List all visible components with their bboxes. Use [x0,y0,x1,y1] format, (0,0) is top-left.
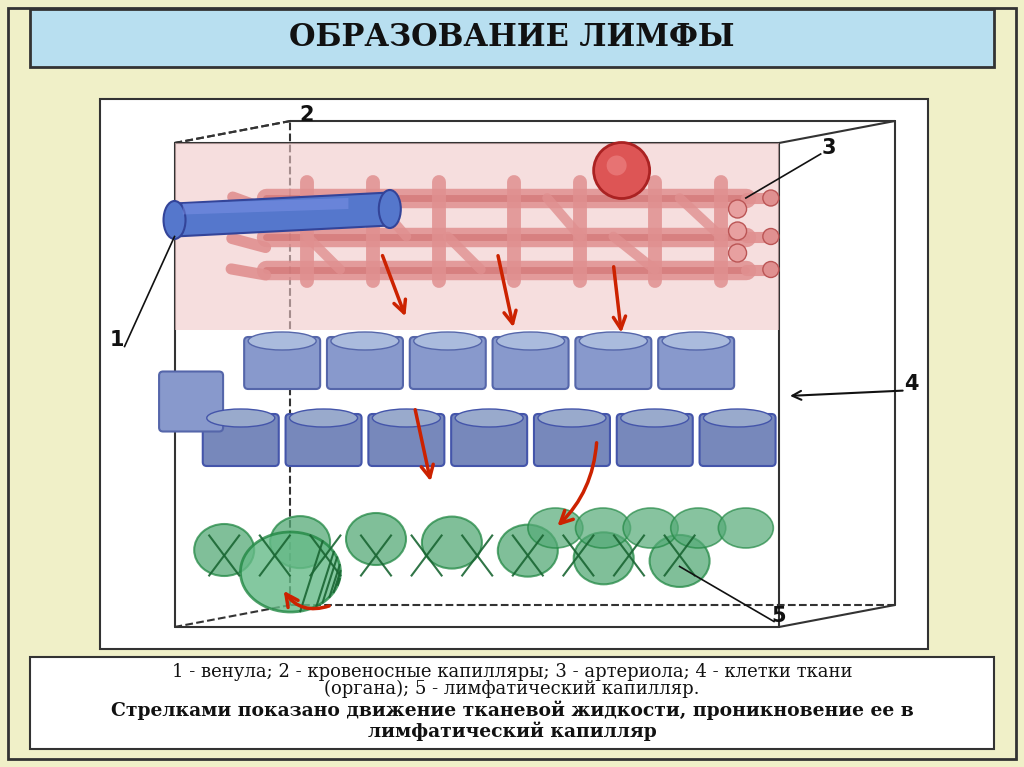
Ellipse shape [621,409,689,427]
FancyBboxPatch shape [286,414,361,466]
Ellipse shape [373,409,440,427]
FancyBboxPatch shape [410,337,485,389]
Ellipse shape [346,513,406,565]
Ellipse shape [719,508,773,548]
Text: 2: 2 [300,105,314,125]
Ellipse shape [624,508,678,548]
Text: Стрелками показано движение тканевой жидкости, проникновение ее в: Стрелками показано движение тканевой жид… [111,700,913,719]
FancyBboxPatch shape [534,414,610,466]
Ellipse shape [497,332,564,350]
FancyBboxPatch shape [30,9,994,67]
Ellipse shape [580,332,647,350]
Circle shape [728,244,746,262]
Circle shape [728,222,746,240]
Circle shape [728,200,746,218]
FancyBboxPatch shape [100,99,928,649]
FancyBboxPatch shape [616,414,693,466]
FancyBboxPatch shape [369,414,444,466]
Ellipse shape [414,332,481,350]
Ellipse shape [195,524,254,576]
Ellipse shape [671,508,726,548]
Circle shape [606,156,627,176]
Text: ОБРАЗОВАНИЕ ЛИМФЫ: ОБРАЗОВАНИЕ ЛИМФЫ [289,22,735,54]
Ellipse shape [379,190,400,228]
FancyBboxPatch shape [203,414,279,466]
Text: 3: 3 [821,138,836,158]
FancyBboxPatch shape [159,371,223,432]
Ellipse shape [331,332,399,350]
Ellipse shape [573,532,634,584]
Polygon shape [174,193,390,236]
Polygon shape [183,198,348,215]
Circle shape [594,143,649,199]
Ellipse shape [538,409,606,427]
FancyBboxPatch shape [452,414,527,466]
FancyBboxPatch shape [658,337,734,389]
FancyBboxPatch shape [244,337,321,389]
Text: 4: 4 [904,374,919,394]
FancyBboxPatch shape [699,414,775,466]
Text: лимфатический капилляр: лимфатический капилляр [368,721,656,741]
Ellipse shape [248,332,316,350]
Ellipse shape [663,332,730,350]
FancyBboxPatch shape [327,337,403,389]
Ellipse shape [164,201,185,239]
Ellipse shape [649,535,710,587]
Circle shape [763,262,779,278]
FancyBboxPatch shape [493,337,568,389]
Ellipse shape [498,525,558,577]
Text: 5: 5 [772,605,786,626]
FancyBboxPatch shape [575,337,651,389]
Ellipse shape [241,532,340,612]
Ellipse shape [207,409,274,427]
Polygon shape [174,143,779,330]
Ellipse shape [270,516,330,568]
Text: (органа); 5 - лимфатический капилляр.: (органа); 5 - лимфатический капилляр. [325,680,699,698]
Ellipse shape [575,508,631,548]
Text: 1: 1 [110,331,124,351]
Circle shape [763,229,779,245]
Ellipse shape [528,508,583,548]
Circle shape [763,190,779,206]
Ellipse shape [422,516,482,568]
Ellipse shape [290,409,357,427]
Ellipse shape [455,409,523,427]
FancyBboxPatch shape [8,8,1016,759]
Text: 1 - венула; 2 - кровеносные капилляры; 3 - артериола; 4 - клетки ткани: 1 - венула; 2 - кровеносные капилляры; 3… [172,663,852,681]
FancyBboxPatch shape [30,657,994,749]
Ellipse shape [703,409,771,427]
